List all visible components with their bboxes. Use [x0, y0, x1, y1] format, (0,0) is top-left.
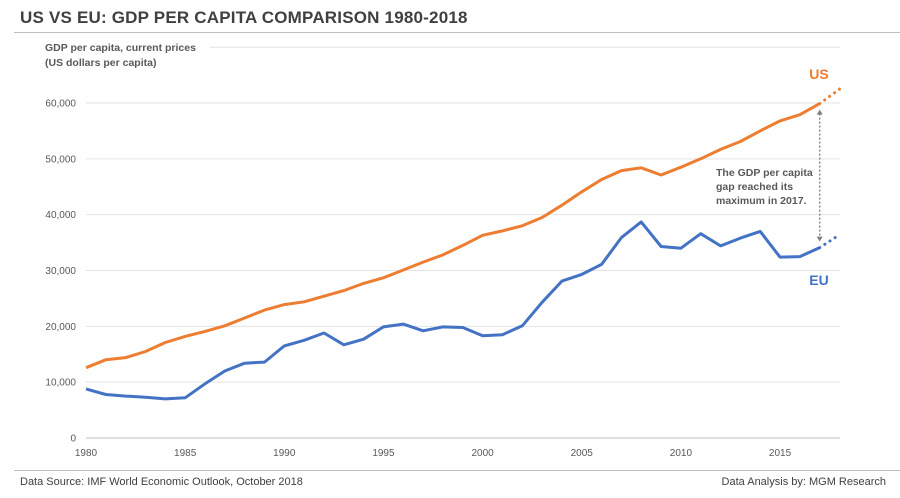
x-axis-ticks: 1980 1985 1990 1995 2000 2005 2010 2015: [75, 448, 792, 459]
y-tick-label: 40,000: [45, 210, 76, 221]
x-tick-label: 1990: [273, 448, 296, 459]
y-tick-label: 10,000: [45, 378, 76, 389]
data-analysis-credit: Data Analysis by: MGM Research: [721, 476, 886, 488]
y-axis-ticks: 0 10,000 20,000 30,000 40,000 50,000 60,000: [45, 99, 76, 445]
y-tick-label: 20,000: [45, 322, 76, 333]
x-tick-label: 2010: [670, 448, 693, 459]
annotation-text: gap reached its: [716, 181, 793, 193]
x-tick-label: 2000: [471, 448, 494, 459]
x-tick-label: 1995: [372, 448, 395, 459]
series-lines: US EU: [85, 66, 841, 401]
y-tick-label: 60,000: [45, 99, 76, 110]
chart-title: US VS EU: GDP PER CAPITA COMPARISON 1980…: [20, 8, 468, 27]
footer-divider: [14, 470, 900, 471]
series-line-eu: [85, 220, 821, 401]
x-tick-label: 2005: [571, 448, 594, 459]
title-divider: [14, 32, 900, 33]
annotation-text: The GDP per capita: [716, 167, 813, 179]
arrow-head-down-icon: [816, 236, 823, 242]
y-axis-label-line2: (US dollars per capita): [45, 57, 156, 69]
x-tick-label: 1985: [174, 448, 197, 459]
y-tick-label: 50,000: [45, 154, 76, 165]
series-label-us: US: [809, 66, 828, 82]
x-tick-label: 1980: [75, 448, 98, 459]
annotation: The GDP per capita gap reached its maximum…: [716, 109, 823, 242]
projection-line-us: [818, 87, 841, 106]
y-tick-label: 30,000: [45, 266, 76, 277]
series-label-eu: EU: [809, 272, 828, 288]
gridlines: [86, 46, 840, 383]
y-axis-label-line1: GDP per capita, current prices: [45, 42, 196, 54]
y-tick-label: 0: [70, 434, 76, 445]
x-tick-label: 2015: [769, 448, 792, 459]
series-line-us: [85, 102, 821, 370]
data-source: Data Source: IMF World Economic Outlook,…: [20, 476, 303, 488]
projection-line-eu: [818, 233, 841, 250]
arrow-head-up-icon: [816, 109, 823, 115]
annotation-text: maximum in 2017.: [716, 195, 807, 207]
